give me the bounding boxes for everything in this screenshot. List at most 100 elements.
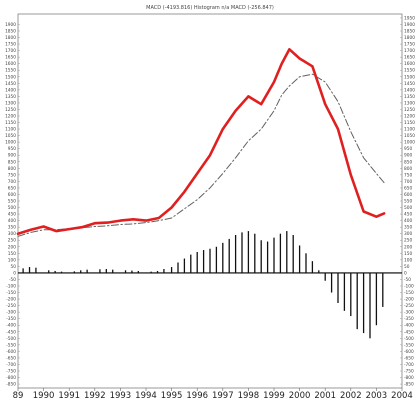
y-tick-label-right: 600 (404, 192, 412, 198)
y-tick-label-right: 1300 (404, 100, 415, 106)
y-tick-label-right: 550 (404, 199, 412, 205)
y-tick-label-right: -850 (404, 382, 414, 388)
x-tick-label: 2004 (391, 391, 413, 400)
x-tick-label: 2002 (340, 391, 362, 400)
x-tick-label: 1992 (84, 391, 106, 400)
y-axis-right: 1950190018501800175017001650160015501500… (400, 15, 415, 388)
y-tick-label-left: 950 (8, 146, 16, 152)
y-tick-label-left: 1650 (5, 55, 16, 61)
y-tick-label-left: 750 (8, 172, 16, 178)
x-tick-label: 1999 (263, 391, 285, 400)
y-tick-label-left: -300 (6, 310, 16, 316)
y-tick-label-left: 150 (8, 251, 16, 257)
y-axis-left: 1900185018001750170016501600155015001450… (5, 22, 20, 388)
y-tick-label-right: 1700 (404, 48, 415, 54)
y-tick-label-right: 1550 (404, 68, 415, 74)
y-tick-label-left: 1850 (5, 29, 16, 35)
x-tick-label: 1998 (238, 391, 260, 400)
y-tick-label-left: -700 (6, 362, 16, 368)
y-tick-label-right: 750 (404, 172, 412, 178)
y-tick-label-right: 1500 (404, 74, 415, 80)
y-tick-label-right: 400 (404, 218, 412, 224)
y-tick-label-right: 1850 (404, 29, 415, 35)
y-tick-label-right: 700 (404, 179, 412, 185)
x-axis: 89 1990 1991 1992 1993 1994 1995 1996 1997 1998 19… (13, 388, 413, 400)
y-tick-label-left: 1800 (5, 35, 16, 41)
y-tick-label-left: -850 (6, 382, 16, 388)
x-tick-label: 2001 (314, 391, 336, 400)
y-tick-label-left: 1200 (5, 114, 16, 120)
y-tick-label-left: 350 (8, 225, 16, 231)
y-tick-label-left: 700 (8, 179, 16, 185)
y-tick-label-right: 1200 (404, 114, 415, 120)
y-tick-label-left: 1500 (5, 74, 16, 80)
y-tick-label-left: 450 (8, 212, 16, 218)
y-tick-label-right: 650 (404, 185, 412, 191)
macd-line (16, 48, 386, 235)
x-tick-label: 1993 (110, 391, 132, 400)
y-tick-label-right: 450 (404, 212, 412, 218)
y-tick-label-left: -250 (6, 303, 16, 309)
y-tick-label-right: 950 (404, 146, 412, 152)
y-tick-label-right: 1100 (404, 127, 415, 133)
y-tick-label-left: 300 (8, 231, 16, 237)
y-tick-label-left: 1300 (5, 100, 16, 106)
signal-line (17, 73, 385, 237)
y-tick-label-left: 550 (8, 199, 16, 205)
y-tick-label-left: -650 (6, 355, 16, 361)
plot-frame (17, 13, 403, 389)
y-tick-label-left: 1100 (5, 127, 16, 133)
y-tick-label-left: 100 (8, 257, 16, 263)
y-tick-label-left: 1350 (5, 94, 16, 100)
histogram-bars (22, 231, 384, 339)
x-tick-label: 1996 (186, 391, 208, 400)
y-tick-label-left: 250 (8, 238, 16, 244)
y-tick-label-left: -500 (6, 336, 16, 342)
chart-title: MACD (-4193.816) Histogram n/a MACD (-25… (146, 5, 274, 11)
y-tick-label-left: -450 (6, 329, 16, 335)
y-tick-label-left: 900 (8, 153, 16, 159)
y-tick-label-right: -500 (404, 336, 414, 342)
y-tick-label-left: 400 (8, 218, 16, 224)
y-tick-label-right: -650 (404, 355, 414, 361)
y-tick-label-right: -300 (404, 310, 414, 316)
y-tick-label-left: -100 (6, 284, 16, 290)
x-tick-label: 1994 (135, 391, 157, 400)
y-tick-label-right: 800 (404, 166, 412, 172)
y-tick-label-right: 0 (404, 270, 407, 276)
y-tick-label-left: 1550 (5, 68, 16, 74)
y-tick-label-left: -750 (6, 369, 16, 375)
x-tick-label: 2000 (289, 391, 311, 400)
y-tick-label-right: 1400 (404, 87, 415, 93)
y-tick-label-right: 1600 (404, 61, 415, 67)
y-tick-label-left: 1700 (5, 48, 16, 54)
y-tick-label-right: 1650 (404, 55, 415, 61)
y-tick-label-left: 50 (11, 264, 17, 270)
y-tick-label-right: 500 (404, 205, 412, 211)
y-tick-label-right: 50 (404, 264, 410, 270)
y-tick-label-left: 500 (8, 205, 16, 211)
x-tick-label: 1990 (33, 391, 55, 400)
y-tick-label-left: 850 (8, 159, 16, 165)
x-tick-label: 2003 (366, 391, 388, 400)
y-tick-label-left: 1050 (5, 133, 16, 139)
y-tick-label-left: 600 (8, 192, 16, 198)
y-tick-label-right: 250 (404, 238, 412, 244)
y-tick-label-right: 350 (404, 225, 412, 231)
y-tick-label-left: -800 (6, 375, 16, 381)
y-tick-label-right: 1150 (404, 120, 415, 126)
y-tick-label-right: -800 (404, 375, 414, 381)
y-tick-label-right: 1900 (404, 22, 415, 28)
y-tick-label-left: 1400 (5, 87, 16, 93)
y-tick-label-right: -50 (404, 277, 411, 283)
y-tick-label-right: 1450 (404, 81, 415, 87)
y-tick-label-left: 1250 (5, 107, 16, 113)
y-tick-label-right: 1950 (404, 15, 415, 21)
y-tick-label-right: -200 (404, 297, 414, 303)
y-tick-label-right: -150 (404, 290, 414, 296)
y-tick-label-left: 0 (13, 270, 16, 276)
y-tick-label-left: -550 (6, 342, 16, 348)
y-tick-label-left: 1750 (5, 42, 16, 48)
y-tick-label-left: 200 (8, 244, 16, 250)
